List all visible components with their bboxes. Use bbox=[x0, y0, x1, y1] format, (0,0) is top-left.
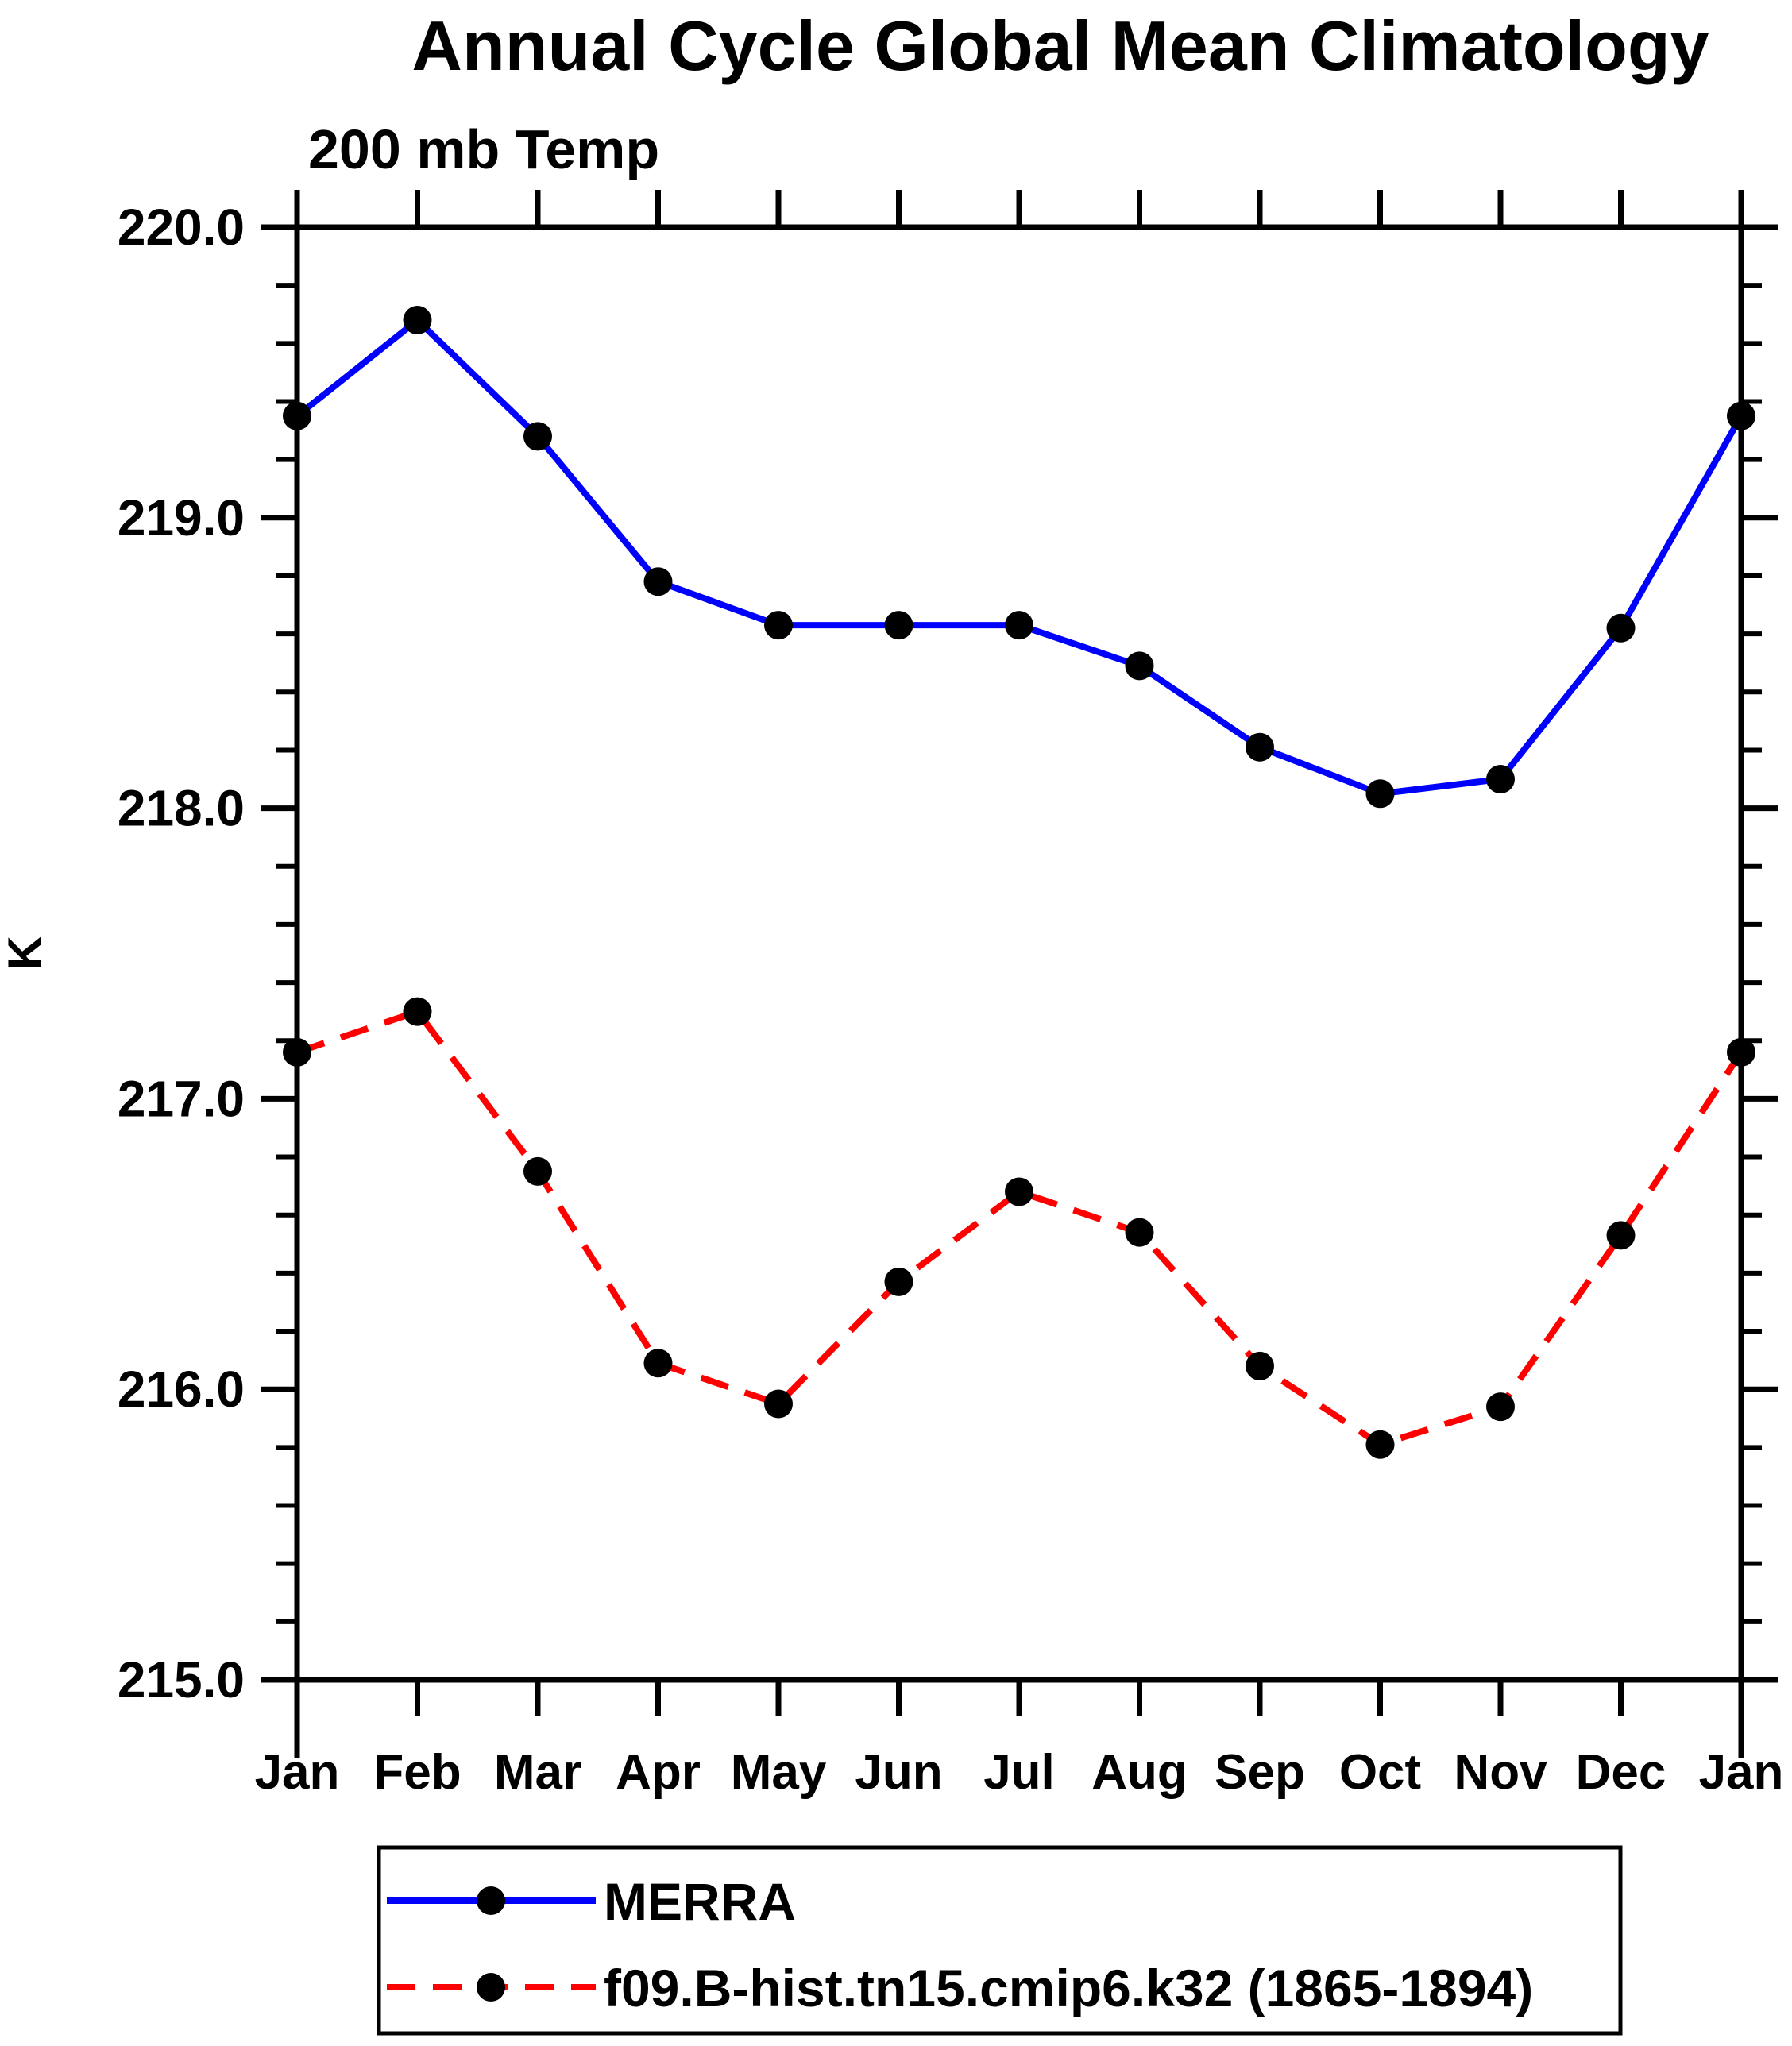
series-line-1 bbox=[295, 1007, 1744, 1449]
x-tick-label: Dec bbox=[1576, 1745, 1666, 1800]
series-1-marker bbox=[523, 1156, 552, 1186]
series-1-marker bbox=[1005, 1177, 1033, 1206]
series-1-marker bbox=[1246, 1351, 1274, 1380]
series-0-marker bbox=[884, 611, 913, 640]
chart-title: Annual Cycle Global Mean Climatology bbox=[411, 6, 1709, 85]
series-0-marker bbox=[283, 401, 311, 430]
series-0-marker bbox=[643, 567, 673, 596]
x-tick-label: Oct bbox=[1339, 1745, 1421, 1800]
x-tick-label: Nov bbox=[1454, 1745, 1547, 1800]
legend-label-1: f09.B-hist.tn15.cmip6.k32 (1865-1894) bbox=[604, 1959, 1533, 2017]
series-1-marker bbox=[283, 1037, 311, 1067]
series-1-marker bbox=[1125, 1218, 1154, 1247]
series-0-marker bbox=[1125, 651, 1154, 681]
y-tick-label: 215.0 bbox=[118, 1651, 245, 1708]
y-axis-label: K bbox=[0, 936, 52, 970]
x-tick-label: Jun bbox=[855, 1745, 942, 1800]
series-0-marker bbox=[403, 306, 432, 335]
series-1-marker bbox=[1486, 1392, 1515, 1422]
series-0-marker bbox=[523, 422, 552, 451]
series-0-marker bbox=[1365, 779, 1395, 809]
legend-sample-marker-1 bbox=[477, 1973, 505, 2002]
x-tick-label: May bbox=[731, 1745, 827, 1800]
series-0-marker bbox=[1727, 401, 1755, 430]
series-1-marker bbox=[1365, 1430, 1395, 1459]
series-0-marker bbox=[1606, 613, 1636, 643]
series-1-marker bbox=[1606, 1221, 1636, 1250]
x-tick-label: Feb bbox=[373, 1745, 461, 1800]
plot-area: Jan Feb Mar Apr May Jun Jul Aug Sep Oct Nov Dec Jan2… bbox=[118, 190, 1784, 1800]
y-tick-label: 220.0 bbox=[118, 199, 245, 256]
legend-label-0: MERRA bbox=[604, 1872, 796, 1931]
series-0-marker bbox=[1486, 765, 1515, 794]
y-tick-label: 217.0 bbox=[118, 1070, 245, 1127]
x-tick-label: Sep bbox=[1215, 1745, 1305, 1800]
x-tick-label: Jan bbox=[1699, 1745, 1784, 1800]
x-tick-label: Jan bbox=[255, 1745, 340, 1800]
series-1-marker bbox=[403, 997, 432, 1026]
series-1-marker bbox=[1727, 1037, 1755, 1067]
x-tick-label: Aug bbox=[1091, 1745, 1188, 1800]
chart-subtitle: 200 mb Temp bbox=[308, 118, 659, 180]
series-0-marker bbox=[764, 611, 793, 640]
legend: MERRA f09.B-hist.tn15.cmip6.k32 (1865-189… bbox=[377, 1845, 1623, 2036]
y-tick-label: 218.0 bbox=[118, 780, 245, 837]
x-tick-label: Jul bbox=[983, 1745, 1055, 1800]
x-tick-label: Mar bbox=[494, 1745, 581, 1800]
x-tick-label: Apr bbox=[616, 1745, 701, 1800]
series-line-0 bbox=[295, 315, 1744, 797]
legend-box bbox=[377, 1845, 1623, 2036]
series-1-marker bbox=[764, 1389, 793, 1419]
series-0-marker bbox=[1246, 732, 1274, 762]
y-tick-label: 219.0 bbox=[118, 489, 245, 546]
plot-frame bbox=[294, 224, 1744, 1683]
y-tick-label: 216.0 bbox=[118, 1361, 245, 1418]
legend-sample-marker-0 bbox=[477, 1886, 505, 1915]
series-1-marker bbox=[884, 1267, 913, 1296]
series-0-marker bbox=[1005, 611, 1033, 640]
series-1-marker bbox=[643, 1349, 673, 1378]
